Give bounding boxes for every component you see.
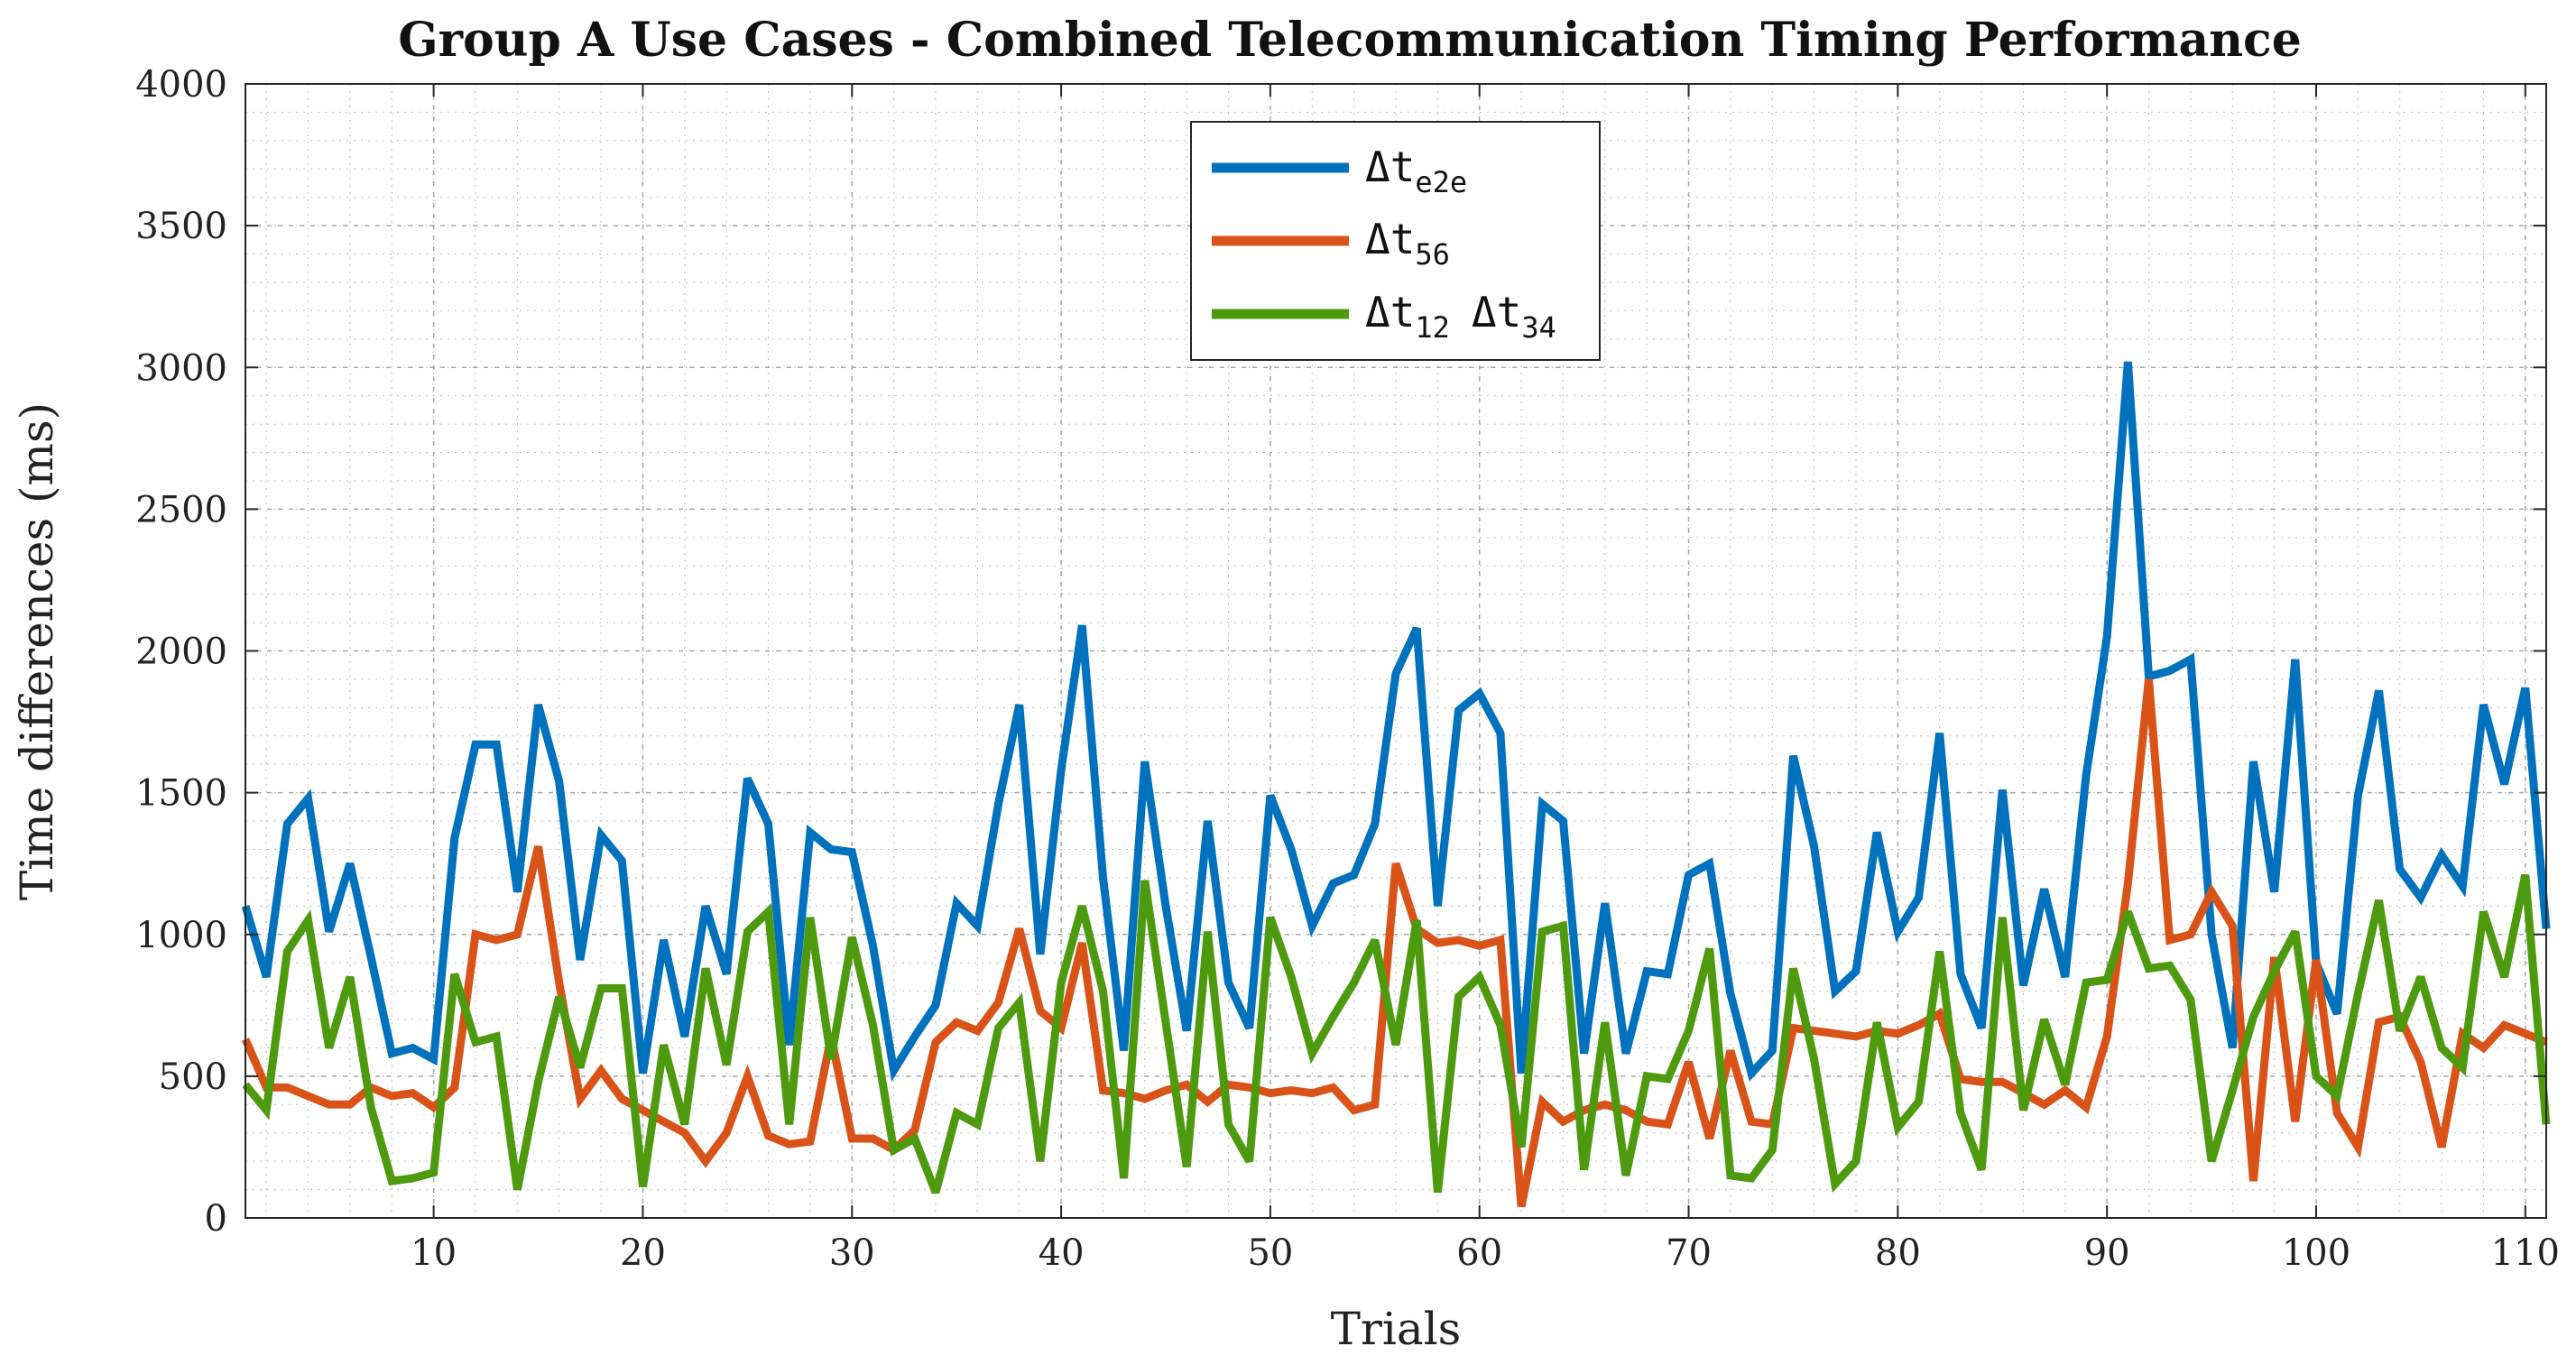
series-line-e2e xyxy=(241,361,2551,1083)
x-axis-label: Trials xyxy=(1331,1303,1462,1355)
legend-label-12-34: Δt12 Δt34 xyxy=(1365,288,1556,345)
x-tick-label: 40 xyxy=(1039,1232,1085,1274)
legend-34-sub: 34 xyxy=(1521,310,1556,345)
legend-56-main: Δt xyxy=(1365,215,1415,263)
x-tick-label: 60 xyxy=(1456,1232,1502,1274)
y-tick-label: 1500 xyxy=(135,773,227,815)
x-tick-label: 100 xyxy=(2282,1232,2350,1274)
legend-label-e2e: Δte2e xyxy=(1365,143,1467,199)
legend-56-sub: 56 xyxy=(1415,237,1450,272)
y-tick-label: 1000 xyxy=(135,915,227,956)
x-tick-label: 90 xyxy=(2084,1232,2130,1274)
y-tick-label: 4000 xyxy=(135,64,227,106)
y-tick-label: 2500 xyxy=(135,489,227,530)
y-tick-label: 2000 xyxy=(135,632,227,673)
series-layer xyxy=(241,361,2551,1208)
x-tick-label: 10 xyxy=(411,1232,457,1274)
legend-e2e-sub: e2e xyxy=(1415,165,1467,199)
series-line-12-34 xyxy=(242,873,2551,1194)
y-axis-ticks: 0 500 1000 1500 2000 2500 3000 3500 4000 xyxy=(135,64,2546,1240)
x-tick-label: 110 xyxy=(2491,1232,2560,1274)
y-tick-label: 0 xyxy=(205,1198,227,1240)
legend-e2e-main: Δt xyxy=(1365,143,1415,191)
legend-label-56: Δt56 xyxy=(1365,215,1450,272)
x-tick-label: 20 xyxy=(620,1232,666,1274)
y-tick-label: 3000 xyxy=(135,347,227,389)
x-tick-label: 70 xyxy=(1666,1232,1712,1274)
x-tick-label: 50 xyxy=(1247,1232,1293,1274)
x-tick-label: 30 xyxy=(829,1232,875,1274)
legend-12-main: Δt xyxy=(1365,288,1415,337)
legend-34-main: Δt xyxy=(1472,288,1521,337)
chart-title: Group A Use Cases - Combined Telecommuni… xyxy=(398,13,2302,68)
legend: Δte2e Δt56 Δt12 Δt34 xyxy=(1190,121,1601,361)
y-tick-label: 3500 xyxy=(135,206,227,247)
y-axis-label: Time differences (ms) xyxy=(11,402,63,900)
legend-12-sub: 12 xyxy=(1415,310,1450,345)
series-line-56 xyxy=(241,678,2548,1208)
x-axis-ticks: 10 20 30 40 50 60 70 80 90 100 110 xyxy=(411,84,2560,1274)
y-tick-label: 500 xyxy=(159,1056,227,1098)
x-tick-label: 80 xyxy=(1875,1232,1921,1274)
